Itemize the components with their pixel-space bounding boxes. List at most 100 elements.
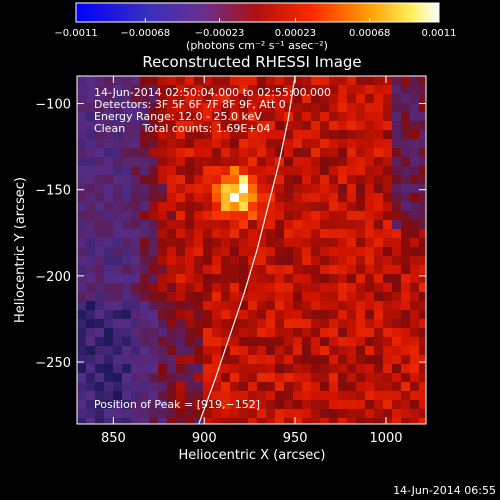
heatmap-cell [374,220,384,230]
heatmap-cell [410,148,420,158]
heatmap-cell [293,166,303,176]
heatmap-cell [104,265,114,275]
heatmap-cell [257,103,267,113]
heatmap-cell [401,238,411,248]
heatmap-cell [95,193,105,203]
heatmap-cell [275,175,285,185]
heatmap-cell [158,346,168,356]
heatmap-cell [257,301,267,311]
heatmap-cell [158,292,168,302]
heatmap-cell [383,391,393,401]
heatmap-cell [401,148,411,158]
heatmap-cell [77,364,87,374]
heatmap-cell [104,400,114,410]
heatmap-cell [374,157,384,167]
heatmap-cell [356,310,366,320]
heatmap-cell [392,382,402,392]
annotation-total-counts: Clean Total counts: 1.69E+04 [94,122,271,135]
heatmap-cell [374,238,384,248]
heatmap-cell [320,121,330,131]
heatmap-cell [302,139,312,149]
heatmap-cell [374,301,384,311]
heatmap-cell [230,364,240,374]
heatmap-cell [374,166,384,176]
heatmap-cell [383,157,393,167]
heatmap-cell [392,148,402,158]
heatmap-cell [419,301,426,311]
heatmap-cell [293,337,303,347]
heatmap-cell [293,76,303,86]
heatmap-cell [401,220,411,230]
heatmap-cell [374,409,384,419]
heatmap-cell [275,265,285,275]
heatmap-cell [392,193,402,203]
heatmap-cell [383,103,393,113]
heatmap-cell [293,355,303,365]
heatmap-cell [149,346,159,356]
heatmap-cell [311,319,321,329]
heatmap-cell [266,148,276,158]
heatmap-cell [140,148,150,158]
heatmap-cell [311,382,321,392]
heatmap-cell [176,364,186,374]
heatmap-cell [275,193,285,203]
heatmap-cell [131,247,141,257]
heatmap-cell [185,76,195,86]
heatmap-cell [257,373,267,383]
heatmap-cell [185,328,195,338]
heatmap-cell [338,112,348,122]
heatmap-cell [176,319,186,329]
heatmap-cell [158,211,168,221]
heatmap-cell [131,157,141,167]
heatmap-cell [176,184,186,194]
heatmap-cell [356,301,366,311]
heatmap-cell [365,337,375,347]
heatmap-cell [302,391,312,401]
heatmap-cell [266,121,276,131]
heatmap-cell [257,319,267,329]
heatmap-cell [140,121,150,131]
heatmap-cell [248,121,258,131]
heatmap-cell [248,184,258,194]
heatmap-cell [113,76,123,86]
heatmap-cell [194,130,204,140]
heatmap-cell [140,274,150,284]
heatmap-cell [248,301,258,311]
heatmap-cell [239,139,249,149]
heatmap-cell [122,121,132,131]
heatmap-cell [194,175,204,185]
heatmap-cell [410,202,420,212]
colorbar-units-label: (photons cm⁻² s⁻¹ asec⁻²) [186,39,328,52]
heatmap-cell [320,202,330,212]
heatmap-cell [203,220,213,230]
heatmap-cell [329,292,339,302]
heatmap-cell [275,76,285,86]
heatmap-cell [401,355,411,365]
heatmap-cell [365,85,375,95]
heatmap-cell [365,175,375,185]
heatmap-cell [77,328,87,338]
heatmap-cell [311,139,321,149]
heatmap-cell [158,148,168,158]
heatmap-cell [104,283,114,293]
heatmap-cell [329,391,339,401]
heatmap-cell [104,310,114,320]
heatmap-cell [104,130,114,140]
heatmap-cell [410,220,420,230]
heatmap-cell [374,418,384,424]
heatmap-cell [410,130,420,140]
heatmap-cell [131,112,141,122]
heatmap-cell [284,364,294,374]
heatmap-cell [311,166,321,176]
heatmap-cell [365,211,375,221]
heatmap-cell [113,247,123,257]
heatmap-cell [365,130,375,140]
heatmap-cell [158,112,168,122]
heatmap-cell [212,310,222,320]
heatmap-cell [140,346,150,356]
heatmap-cell [293,265,303,275]
heatmap-cell [140,193,150,203]
heatmap-cell [410,76,420,86]
heatmap-cell [248,202,258,212]
heatmap-cell [401,85,411,95]
